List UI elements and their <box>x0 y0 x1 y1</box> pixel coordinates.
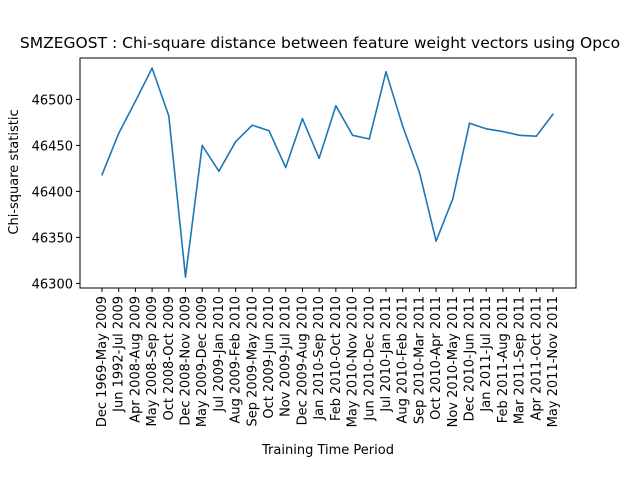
data-point <box>251 124 254 126</box>
y-tick-label: 46350 <box>32 231 73 246</box>
x-tick-label: Aug 2010-Feb 2011 <box>396 296 411 424</box>
data-point <box>485 128 487 130</box>
series-line <box>101 67 554 278</box>
x-tick-label: Jan 2011-Jul 2011 <box>479 296 494 413</box>
x-tick-label: Mar 2011-Sep 2011 <box>513 296 528 424</box>
data-point <box>535 135 538 137</box>
x-tick-label: Jan 2010-Sep 2010 <box>312 296 327 421</box>
data-point <box>468 122 471 125</box>
data-point <box>184 276 187 278</box>
x-tick-label: Jul 2009-Jan 2010 <box>212 296 227 413</box>
x-tick-label: Feb 2011-Aug 2011 <box>496 296 511 423</box>
data-point <box>368 138 371 140</box>
y-tick-label: 46500 <box>32 93 73 108</box>
x-tick-label: May 2009-Dec 2009 <box>195 296 210 427</box>
x-tick-label: Apr 2008-Aug 2009 <box>128 296 143 423</box>
x-tick-label: May 2008-Sep 2009 <box>145 296 160 427</box>
data-point <box>101 174 103 176</box>
data-point <box>451 197 454 200</box>
y-tick-label: 46450 <box>32 139 73 154</box>
y-tick-label: 46300 <box>32 277 73 292</box>
x-tick-label: Oct 2009-Jun 2010 <box>262 296 277 419</box>
data-point <box>552 113 554 115</box>
data-point <box>385 71 387 73</box>
x-tick-label: Oct 2008-Oct 2009 <box>162 296 177 420</box>
data-point <box>117 132 120 135</box>
axes-frame <box>79 57 577 289</box>
data-point <box>301 117 304 120</box>
data-point <box>401 125 404 127</box>
data-point <box>134 100 137 103</box>
data-point <box>502 130 504 133</box>
x-tick-label: Dec 2009-Aug 2010 <box>295 296 310 425</box>
data-point <box>318 157 320 160</box>
x-tick-label: Feb 2010-Oct 2010 <box>329 296 344 421</box>
data-point <box>335 105 337 107</box>
y-axis-label: Chi-square statistic <box>7 109 22 234</box>
x-tick-label: May 2010-Nov 2010 <box>346 296 361 427</box>
data-point <box>435 240 437 242</box>
x-axis-label: Training Time Period <box>261 443 394 458</box>
data-point <box>518 134 521 137</box>
x-tick-label: Dec 2010-Jun 2011 <box>462 296 477 421</box>
x-tick-label: May 2011-Nov 2011 <box>546 296 561 427</box>
data-point <box>268 129 270 132</box>
data-point <box>284 166 287 169</box>
data-point <box>351 134 354 137</box>
plot-area: 46300 46350 46400 46450 46500 Dec 1969-May 20… <box>32 57 577 427</box>
x-tick-label: Jul 2010-Jan 2011 <box>379 296 394 413</box>
x-tick-label: Jun 1992-Jul 2009 <box>112 296 127 413</box>
x-tick-label: Dec 1969-May 2009 <box>95 296 110 427</box>
data-point <box>201 144 204 147</box>
x-tick-label: Oct 2010-Apr 2011 <box>429 296 444 420</box>
x-tick-label: Dec 2008-Nov 2009 <box>179 296 194 426</box>
data-point <box>418 171 421 173</box>
y-tick-label: 46400 <box>32 185 73 200</box>
data-point <box>151 67 153 69</box>
x-tick-label: Nov 2010-May 2011 <box>446 296 461 427</box>
x-tick-label: Sep 2009-May 2010 <box>245 296 260 427</box>
x-tick-label: Sep 2010-Mar 2011 <box>412 296 427 424</box>
data-point <box>218 170 220 172</box>
data-point <box>168 115 170 117</box>
x-tick-label: Aug 2009-Feb 2010 <box>229 296 244 424</box>
x-tick-label: Apr 2011-Oct 2011 <box>529 296 544 420</box>
x-tick-label: Jun 2010-Dec 2010 <box>362 296 377 422</box>
x-tick-label: Nov 2009-Jul 2010 <box>279 296 294 417</box>
chart-title: SMZEGOST : Chi-square distance between f… <box>20 34 620 52</box>
data-point <box>234 140 237 143</box>
